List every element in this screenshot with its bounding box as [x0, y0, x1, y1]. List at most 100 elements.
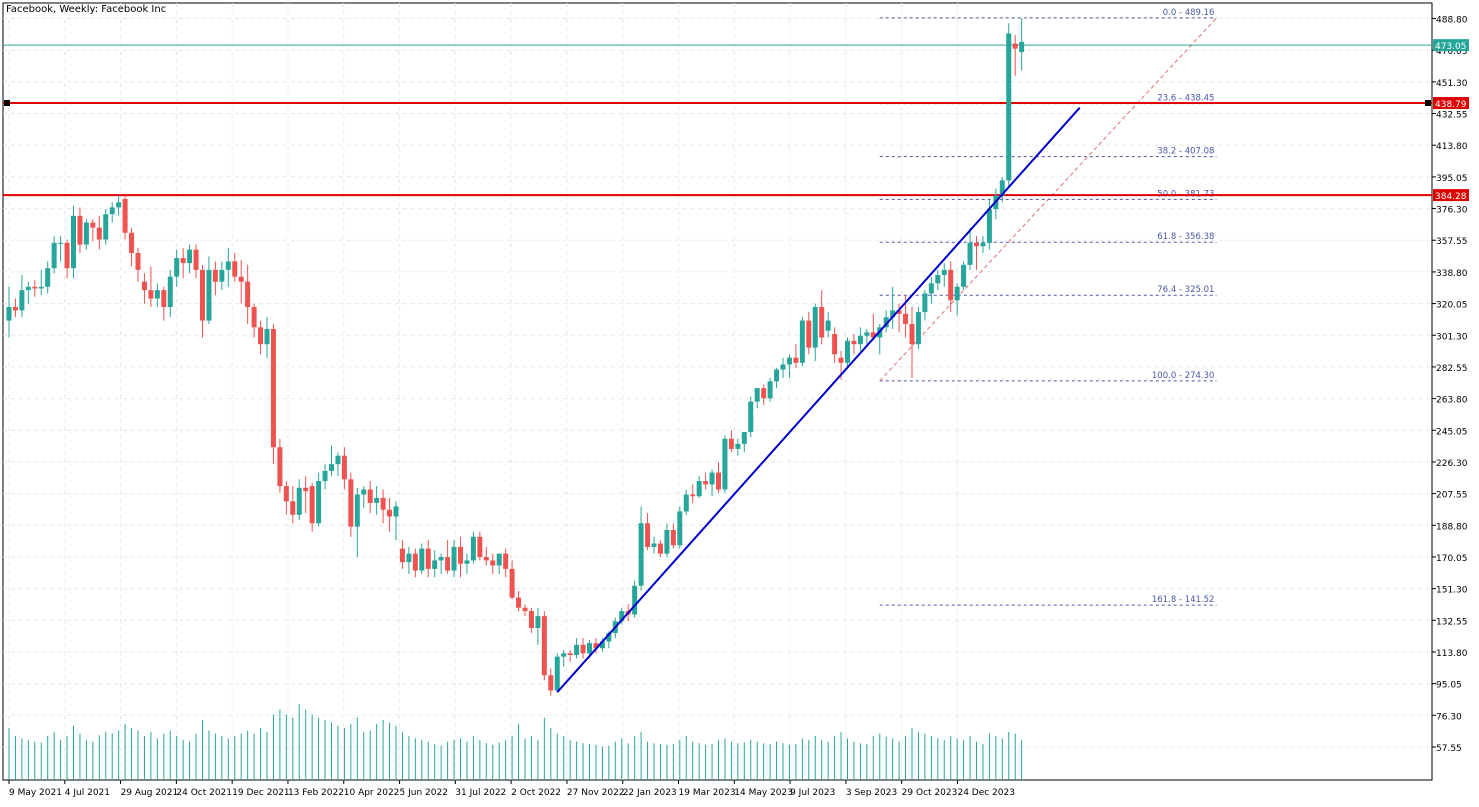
candle-body: [754, 388, 760, 402]
candle-body: [999, 180, 1005, 196]
candle-body: [574, 644, 580, 656]
y-tick-label: 470.05: [1436, 47, 1468, 57]
candle-body: [922, 293, 928, 313]
candle-body: [477, 536, 483, 558]
candle-body: [832, 334, 838, 355]
candle: [470, 531, 476, 564]
candle: [774, 367, 780, 389]
candle-body: [709, 472, 715, 485]
candle: [961, 261, 967, 291]
candle: [890, 286, 896, 330]
candle-body: [535, 616, 541, 628]
y-tick-label: 57.55: [1436, 744, 1462, 754]
candle: [258, 320, 264, 355]
x-tick-label: 22 Jan 2023: [623, 788, 677, 798]
candle: [445, 540, 451, 574]
candle-body: [806, 320, 812, 348]
candle-body: [316, 481, 322, 524]
candle: [857, 327, 863, 351]
candle: [567, 649, 573, 662]
horizontal-level-label: 384.28: [1435, 192, 1467, 202]
candle-body: [445, 557, 451, 571]
candle: [786, 354, 792, 378]
trendline: [556, 107, 1081, 693]
x-tick-label: 3 Sep 2023: [846, 788, 897, 798]
candle-body: [619, 611, 625, 622]
candle: [148, 266, 154, 308]
candle-body: [245, 281, 251, 308]
y-tick-label: 395.05: [1436, 174, 1468, 184]
fib-level-label: 100.0 - 274.30: [1152, 371, 1215, 381]
x-tick-label: 4 Jul 2021: [65, 788, 110, 798]
candle: [180, 247, 186, 279]
candle: [12, 298, 18, 318]
candle-body: [793, 357, 799, 363]
candle: [883, 310, 889, 333]
candle: [283, 481, 289, 515]
candle: [516, 590, 522, 612]
candle-body: [548, 675, 554, 691]
candle-body: [77, 215, 83, 245]
candle-body: [258, 327, 264, 345]
candle-body: [767, 381, 773, 399]
candle: [277, 438, 283, 493]
y-tick-label: 432.55: [1436, 111, 1468, 121]
y-tick-label: 282.55: [1436, 364, 1468, 374]
candle-body: [206, 269, 212, 321]
candle-body: [322, 470, 328, 482]
candle-body: [335, 455, 341, 465]
candle-body: [657, 543, 663, 554]
candle-body: [974, 242, 979, 247]
y-tick-label: 338.80: [1436, 269, 1468, 279]
candle: [645, 513, 651, 551]
candle: [122, 195, 128, 240]
candle: [206, 256, 212, 324]
candle-body: [393, 506, 399, 517]
candle: [748, 396, 754, 438]
candle-body: [219, 269, 225, 282]
fib-level-label: 38.2 - 407.08: [1157, 147, 1214, 157]
candle: [909, 307, 915, 378]
horizontal-level-badge: [1433, 189, 1469, 202]
candle-body: [903, 313, 909, 324]
candle-body: [799, 320, 805, 363]
candle: [690, 484, 696, 503]
candle-body: [735, 443, 741, 449]
candle-body: [541, 616, 547, 676]
candle: [367, 481, 373, 514]
candle: [528, 607, 534, 634]
candle: [483, 546, 489, 566]
candle-body: [167, 276, 173, 308]
candle-body: [270, 329, 276, 448]
candle-body: [509, 568, 515, 598]
current-price-label: 473.05: [1435, 42, 1467, 52]
candle-body: [986, 209, 992, 243]
candle-body: [638, 523, 644, 586]
candle: [425, 540, 431, 578]
candle-body: [193, 249, 199, 270]
candle: [722, 435, 728, 493]
candle-body: [651, 543, 657, 547]
candle: [638, 506, 644, 591]
current-price-badge: [1433, 39, 1469, 52]
candle: [593, 638, 599, 654]
candle-body: [741, 432, 747, 444]
candle-body: [458, 546, 463, 564]
candle-body: [567, 653, 573, 656]
x-tick-label: 19 Dec 2021: [232, 788, 289, 798]
candle: [651, 536, 657, 554]
candle-body: [599, 641, 605, 649]
candle-body: [683, 494, 689, 512]
candle-body: [819, 307, 825, 338]
candle-body: [606, 633, 612, 642]
candle-body: [212, 269, 218, 282]
candle: [541, 611, 547, 681]
candle: [322, 464, 328, 490]
x-tick-label: 24 Dec 2023: [957, 788, 1015, 798]
candle: [51, 236, 57, 274]
candle-body: [58, 242, 64, 244]
candle-body: [825, 320, 831, 331]
candle: [103, 209, 109, 245]
